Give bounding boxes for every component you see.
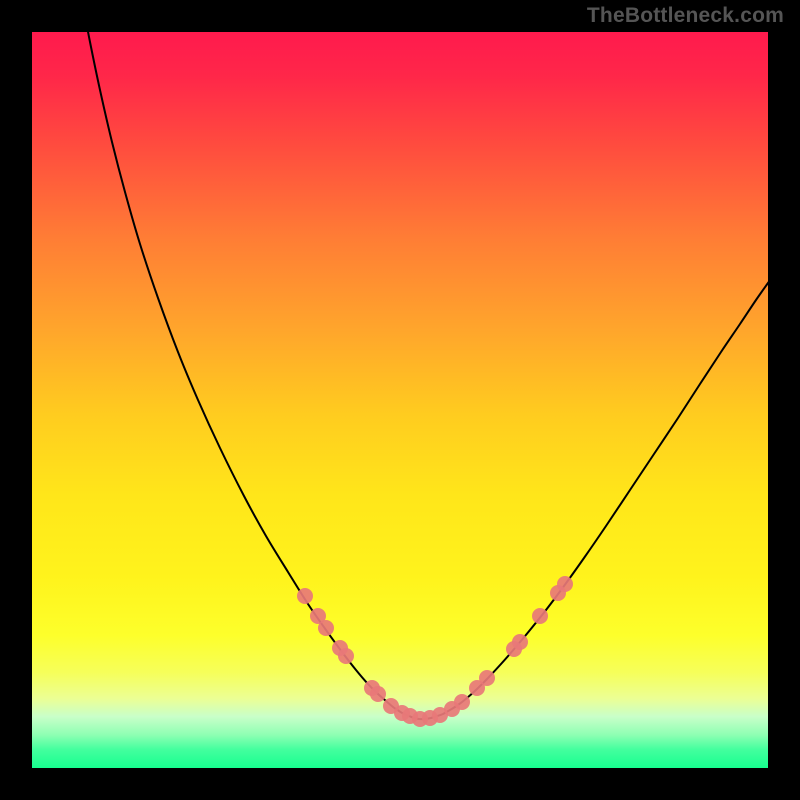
data-marker bbox=[557, 576, 573, 592]
data-marker bbox=[370, 686, 386, 702]
data-marker bbox=[297, 588, 313, 604]
data-marker bbox=[318, 620, 334, 636]
chart-canvas bbox=[32, 32, 768, 768]
data-marker bbox=[512, 634, 528, 650]
plot-background bbox=[32, 32, 768, 768]
watermark-text: TheBottleneck.com bbox=[587, 4, 784, 28]
data-marker bbox=[532, 608, 548, 624]
data-marker bbox=[338, 648, 354, 664]
plot-area bbox=[32, 32, 768, 768]
data-marker bbox=[454, 694, 470, 710]
data-marker bbox=[479, 670, 495, 686]
